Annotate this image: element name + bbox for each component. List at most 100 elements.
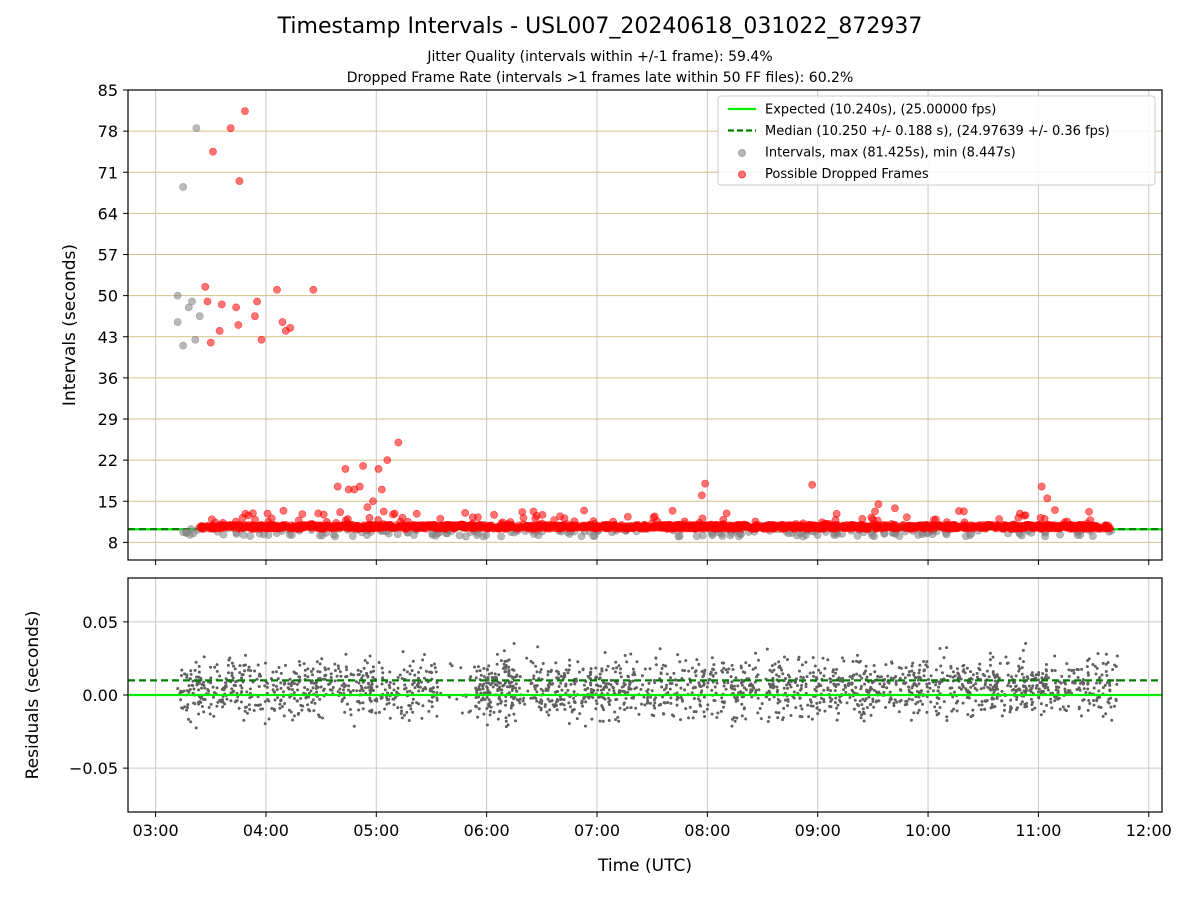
residual-point xyxy=(532,674,536,678)
residual-point xyxy=(701,675,705,679)
residual-point xyxy=(648,701,652,705)
residual-point xyxy=(658,647,662,651)
residual-point xyxy=(248,687,252,691)
residual-point xyxy=(232,689,236,693)
residual-point xyxy=(537,705,541,709)
residual-point xyxy=(719,709,723,713)
residual-point xyxy=(688,705,692,709)
residual-point xyxy=(303,686,307,690)
legend: Expected (10.240s), (25.00000 fps)Median… xyxy=(717,95,1156,186)
residual-point xyxy=(969,670,973,674)
residual-point xyxy=(1039,713,1043,717)
residual-point xyxy=(395,690,399,694)
residual-point xyxy=(659,671,663,675)
residual-point xyxy=(696,697,700,701)
residual-point xyxy=(961,701,965,705)
residual-point xyxy=(345,668,349,672)
residual-point xyxy=(817,668,821,672)
residual-point xyxy=(618,706,622,710)
chart-subtitle-jitter: Jitter Quality (intervals within +/-1 fr… xyxy=(427,49,773,65)
residual-point xyxy=(411,679,415,683)
residual-point xyxy=(474,676,478,680)
residual-point xyxy=(198,700,202,704)
dropped-frame-point xyxy=(490,510,498,519)
residual-point xyxy=(1049,697,1053,701)
residual-point xyxy=(312,709,316,713)
residual-point xyxy=(811,704,815,708)
residual-point xyxy=(934,683,938,687)
residual-point xyxy=(619,667,623,671)
residual-point xyxy=(910,698,914,702)
residual-point xyxy=(909,718,913,722)
residual-point xyxy=(512,712,516,716)
residual-point xyxy=(415,683,419,687)
dropped-frame-point xyxy=(273,523,282,532)
interval-point xyxy=(793,531,802,540)
dropped-frame-point xyxy=(201,282,210,291)
residual-point xyxy=(637,712,641,716)
residual-point xyxy=(459,666,463,670)
residual-point xyxy=(785,683,789,687)
residual-point xyxy=(894,679,898,683)
dropped-frame-point xyxy=(235,177,244,185)
residual-point xyxy=(215,686,219,690)
residual-point xyxy=(377,710,381,714)
residual-point xyxy=(487,698,491,702)
residual-point xyxy=(680,697,684,701)
residual-point xyxy=(751,683,755,687)
residual-point xyxy=(372,669,376,673)
residual-point xyxy=(662,701,666,705)
residual-point xyxy=(867,690,871,694)
residual-point xyxy=(517,686,521,690)
residual-point xyxy=(183,705,187,709)
residual-point xyxy=(846,682,850,686)
residual-point xyxy=(903,703,907,707)
residual-point xyxy=(1092,703,1096,707)
residual-point xyxy=(697,662,701,666)
residual-point xyxy=(808,698,812,702)
residual-point xyxy=(689,680,693,684)
residual-point xyxy=(1070,668,1074,672)
residual-point xyxy=(1006,673,1010,677)
residual-point xyxy=(1080,667,1084,671)
residual-point xyxy=(333,679,337,683)
residual-point xyxy=(1054,696,1058,700)
residual-point xyxy=(535,690,539,694)
dropped-frame-point xyxy=(1037,482,1046,491)
residual-point xyxy=(481,696,485,700)
residual-point xyxy=(1053,681,1057,685)
residual-point xyxy=(626,690,630,694)
residual-point xyxy=(218,698,222,702)
residual-point xyxy=(447,695,451,699)
residual-point xyxy=(603,651,607,655)
residual-point xyxy=(569,682,573,686)
residual-point xyxy=(1031,700,1035,704)
residual-point xyxy=(850,681,854,685)
residual-point xyxy=(1065,662,1069,666)
residual-point xyxy=(1053,668,1057,672)
residual-point xyxy=(988,658,992,662)
residual-point xyxy=(616,715,620,719)
residual-point xyxy=(560,697,564,701)
residual-point xyxy=(654,663,658,667)
residual-point xyxy=(760,702,764,706)
residual-point xyxy=(371,675,375,679)
residual-point xyxy=(518,701,522,705)
residual-point xyxy=(621,684,625,688)
residual-point xyxy=(720,696,724,700)
residual-point xyxy=(897,710,901,714)
residual-point xyxy=(1098,695,1102,699)
residual-point xyxy=(247,665,251,669)
residual-point xyxy=(768,691,772,695)
residual-point xyxy=(503,670,507,674)
residual-point xyxy=(768,698,772,702)
dropped-frame-point xyxy=(253,297,262,306)
residual-point xyxy=(613,710,617,714)
residual-point xyxy=(776,698,780,702)
residual-point xyxy=(1025,675,1029,679)
dropped-frame-point xyxy=(989,521,998,529)
residual-point xyxy=(759,717,763,721)
residual-point xyxy=(482,712,486,716)
residual-point xyxy=(1104,712,1108,716)
